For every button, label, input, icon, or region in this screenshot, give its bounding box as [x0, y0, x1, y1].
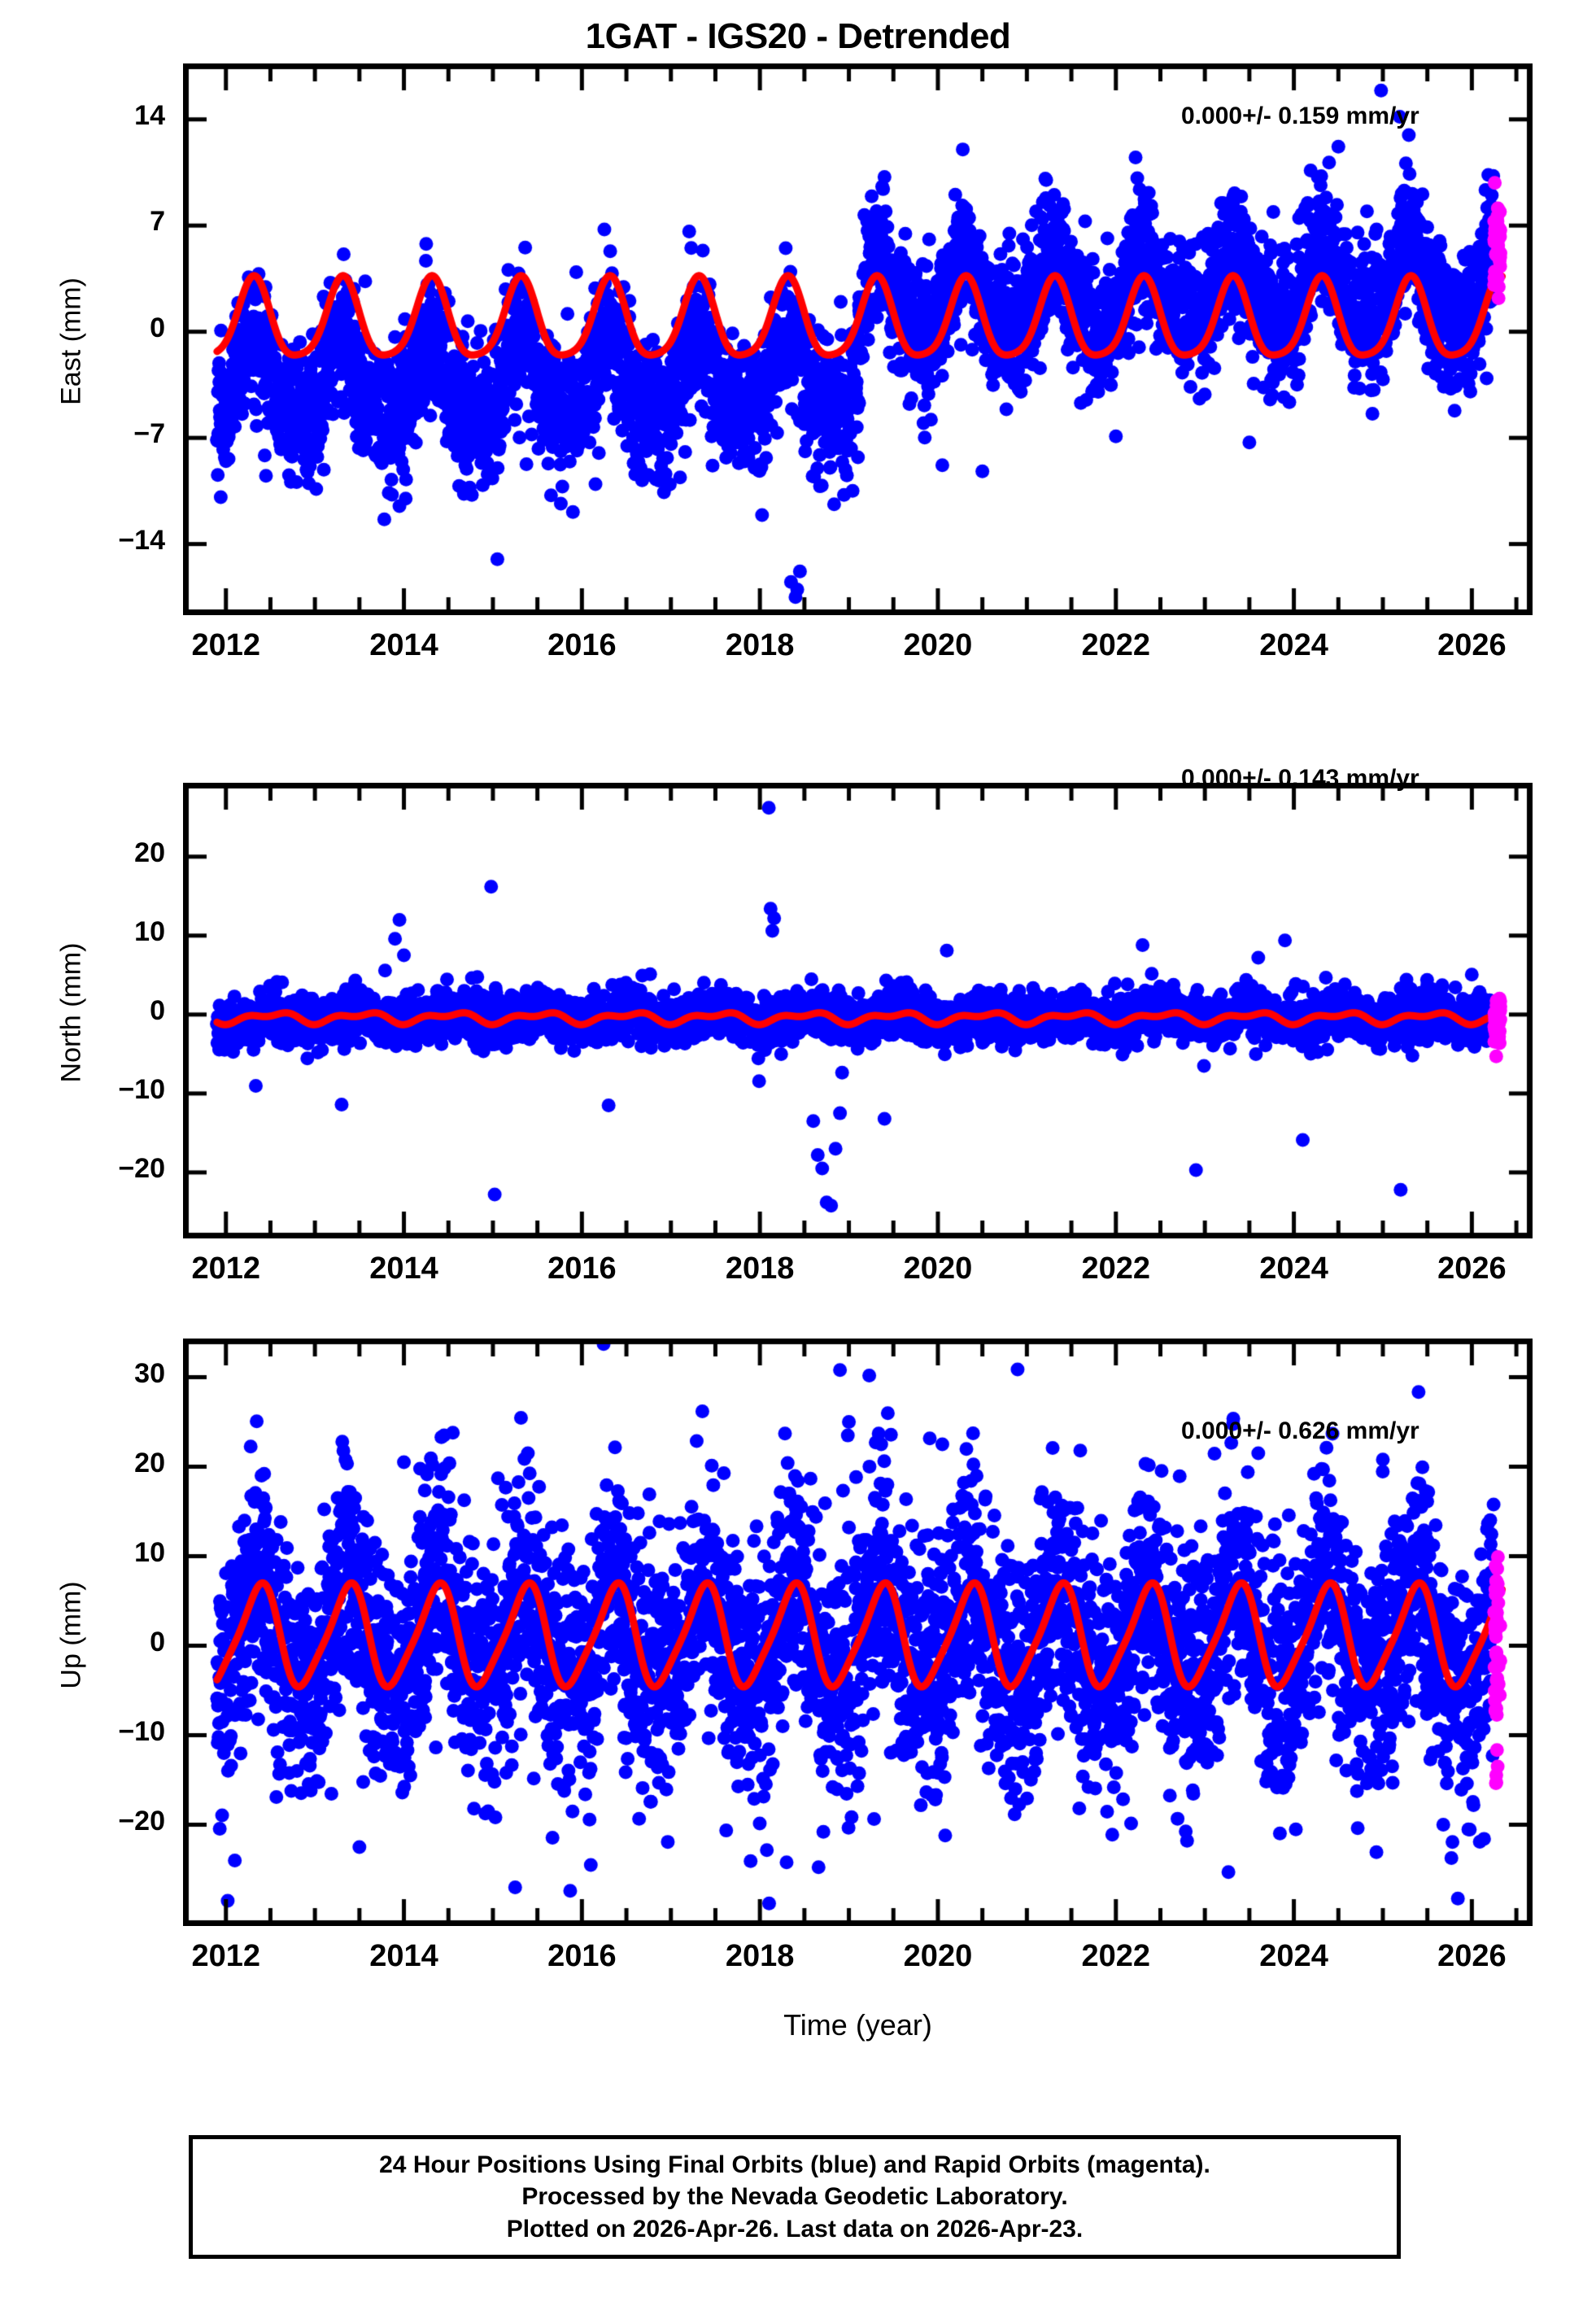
up-xtick-2024: 2024	[1259, 1939, 1328, 1973]
up-xtick-2026: 2026	[1437, 1939, 1507, 1973]
east-plot-canvas	[183, 63, 1533, 615]
north-xtick-2024: 2024	[1259, 1251, 1328, 1286]
up-ytick--10: −10	[118, 1715, 165, 1747]
up-ytick-10: 10	[134, 1536, 165, 1568]
east-xtick-2012: 2012	[191, 628, 260, 662]
north-ytick-0: 0	[150, 994, 165, 1026]
east-ytick-0: 0	[150, 312, 165, 343]
north-xtick-2016: 2016	[547, 1251, 617, 1286]
north-xtick-2026: 2026	[1437, 1251, 1507, 1286]
east-ytick--14: −14	[118, 524, 165, 556]
north-ytick--10: −10	[118, 1073, 165, 1105]
footer-line-2: Processed by the Nevada Geodetic Laborat…	[521, 2183, 1068, 2211]
east-xtick-2022: 2022	[1081, 628, 1151, 662]
up-ytick--20: −20	[118, 1805, 165, 1837]
up-xtick-2016: 2016	[547, 1939, 617, 1973]
east-xtick-2026: 2026	[1437, 628, 1507, 662]
up-xtick-2022: 2022	[1081, 1939, 1151, 1973]
east-ytick-14: 14	[134, 99, 165, 131]
north-plot-canvas	[183, 783, 1533, 1238]
east-xtick-2016: 2016	[547, 628, 617, 662]
footer-line-3: Plotted on 2026-Apr-26. Last data on 202…	[506, 2215, 1084, 2243]
up-xtick-2012: 2012	[191, 1939, 260, 1973]
panel-up	[183, 1339, 1533, 1926]
panel-east	[183, 63, 1533, 615]
up-xtick-2020: 2020	[903, 1939, 973, 1973]
page-title: 1GAT - IGS20 - Detrended	[585, 16, 1011, 56]
north-xtick-2014: 2014	[369, 1251, 438, 1286]
footer-line-1: 24 Hour Positions Using Final Orbits (bl…	[379, 2151, 1210, 2178]
east-xtick-2024: 2024	[1259, 628, 1328, 662]
north-ytick-20: 20	[134, 836, 165, 868]
east-xtick-2014: 2014	[369, 628, 438, 662]
up-ytick-0: 0	[150, 1626, 165, 1657]
up-xtick-2014: 2014	[369, 1939, 438, 1973]
east-ytick--7: −7	[133, 418, 165, 450]
up-ytick-30: 30	[134, 1357, 165, 1389]
north-rate-annotation: 0.000+/- 0.143 mm/yr	[1181, 765, 1419, 792]
north-ytick--20: −20	[118, 1152, 165, 1184]
panel-north	[183, 783, 1533, 1238]
north-ytick-10: 10	[134, 915, 165, 947]
up-xtick-2018: 2018	[725, 1939, 795, 1973]
east-xtick-2018: 2018	[725, 628, 795, 662]
up-rate-annotation: 0.000+/- 0.626 mm/yr	[1181, 1417, 1419, 1444]
footer-caption-box: 24 Hour Positions Using Final Orbits (bl…	[189, 2135, 1401, 2259]
north-xtick-2012: 2012	[191, 1251, 260, 1286]
x-axis-label: Time (year)	[783, 2008, 932, 2042]
up-ytick-20: 20	[134, 1447, 165, 1478]
north-xtick-2022: 2022	[1081, 1251, 1151, 1286]
up-plot-canvas	[183, 1339, 1533, 1926]
east-ytick-7: 7	[150, 206, 165, 238]
north-xtick-2020: 2020	[903, 1251, 973, 1286]
east-xtick-2020: 2020	[903, 628, 973, 662]
north-xtick-2018: 2018	[725, 1251, 795, 1286]
east-rate-annotation: 0.000+/- 0.159 mm/yr	[1181, 103, 1419, 129]
